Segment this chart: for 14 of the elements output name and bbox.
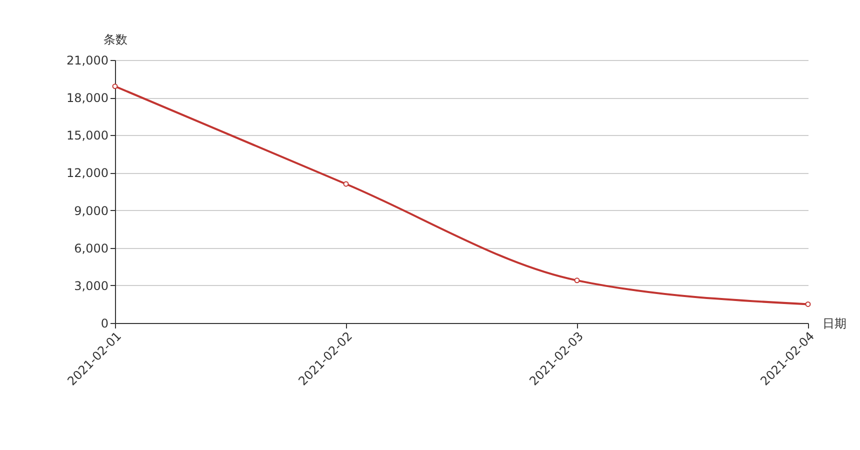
y-tick-label: 12,000 <box>66 166 108 180</box>
y-tick-label: 15,000 <box>66 128 108 143</box>
point <box>343 181 349 187</box>
point <box>112 84 118 90</box>
y-tick-label: 21,000 <box>66 54 108 68</box>
y-tick-label: 9,000 <box>74 204 108 218</box>
y-tick-label: 18,000 <box>66 91 108 106</box>
y-tick-label: 6,000 <box>74 241 108 256</box>
point <box>805 301 811 307</box>
y-axis-title: 条数 <box>104 32 128 46</box>
point <box>574 278 580 284</box>
y-tick-label: 0 <box>100 316 108 330</box>
y-tick-label: 3,000 <box>74 278 108 293</box>
x-axis-title: 日期 <box>822 316 846 330</box>
